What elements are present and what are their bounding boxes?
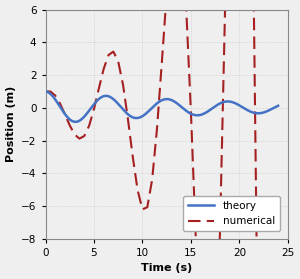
theory: [56, 101, 59, 104]
numerical: [252, 10, 256, 13]
numerical: [189, 109, 193, 113]
numerical: [58, 102, 62, 105]
numerical: [160, 61, 164, 64]
numerical: [44, 90, 47, 93]
numerical: [97, 87, 101, 90]
Line: numerical: numerical: [46, 0, 278, 279]
numerical: [49, 90, 52, 93]
numerical: [131, 155, 134, 158]
numerical: [194, 235, 197, 239]
numerical: [136, 188, 140, 192]
numerical: [223, 18, 226, 21]
numerical: [68, 124, 71, 127]
theory: [270, 107, 273, 111]
theory: [151, 106, 154, 109]
numerical: [82, 134, 86, 138]
numerical: [218, 230, 222, 234]
numerical: [121, 83, 125, 86]
Legend: theory, numerical: theory, numerical: [183, 196, 280, 231]
numerical: [126, 117, 130, 121]
theory: [227, 100, 231, 103]
numerical: [78, 137, 81, 140]
numerical: [102, 67, 106, 71]
numerical: [63, 112, 67, 116]
Line: theory: theory: [46, 92, 278, 122]
numerical: [155, 127, 159, 131]
numerical: [112, 50, 115, 53]
X-axis label: Time (s): Time (s): [141, 263, 192, 273]
numerical: [116, 60, 120, 63]
Y-axis label: Position (m): Position (m): [6, 86, 16, 162]
numerical: [73, 133, 76, 136]
numerical: [107, 53, 110, 57]
theory: [74, 120, 77, 124]
theory: [276, 104, 280, 107]
numerical: [146, 206, 149, 209]
numerical: [92, 107, 96, 111]
numerical: [87, 124, 91, 128]
theory: [44, 90, 47, 93]
numerical: [184, 4, 188, 7]
numerical: [150, 178, 154, 182]
theory: [157, 100, 160, 104]
numerical: [53, 94, 57, 97]
numerical: [141, 208, 144, 211]
theory: [270, 107, 273, 111]
